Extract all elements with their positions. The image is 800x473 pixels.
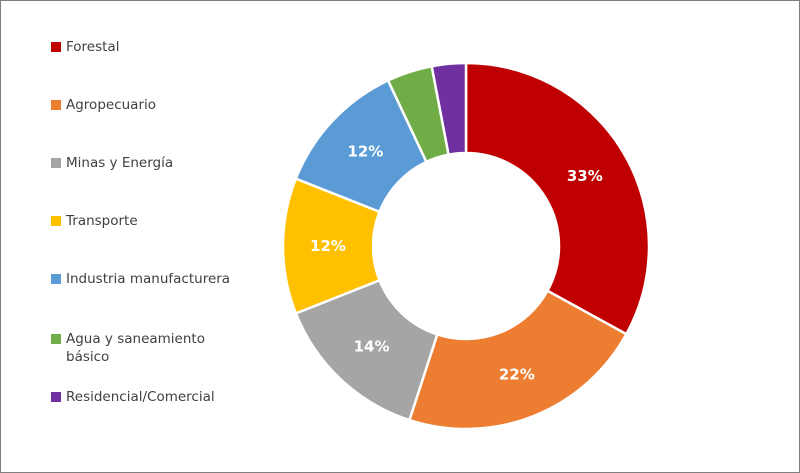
legend-label: Industria manufacturera — [66, 271, 231, 287]
legend-swatch — [51, 274, 61, 284]
legend-label: Forestal — [66, 39, 120, 55]
legend-swatch — [51, 216, 61, 226]
legend-swatch — [51, 334, 61, 344]
legend-label: Transporte — [66, 213, 138, 229]
data-label: 14% — [354, 338, 390, 356]
data-label: 12% — [310, 237, 346, 255]
legend-item: Agua y saneamiento básico — [51, 330, 241, 366]
legend-item: Forestal — [51, 38, 241, 56]
data-label: 12% — [347, 143, 383, 161]
legend-label: Agua y saneamiento básico — [66, 331, 205, 365]
legend-swatch — [51, 42, 61, 52]
donut-slice — [407, 289, 629, 431]
donut-slice — [464, 61, 651, 336]
legend-item: Industria manufacturera — [51, 270, 241, 288]
data-label: 22% — [499, 365, 535, 383]
donut-slice — [430, 61, 468, 157]
legend-item: Transporte — [51, 212, 241, 230]
legend-swatch — [51, 100, 61, 110]
legend-label: Agropecuario — [66, 97, 157, 113]
legend-item: Residencial/Comercial — [51, 388, 241, 406]
data-label: 33% — [567, 167, 603, 185]
legend-swatch — [51, 392, 61, 402]
legend-item: Minas y Energía — [51, 154, 241, 172]
legend-label: Minas y Energía — [66, 155, 174, 171]
legend-item: Agropecuario — [51, 96, 241, 114]
legend-label: Residencial/Comercial — [66, 389, 215, 405]
legend-swatch — [51, 158, 61, 168]
